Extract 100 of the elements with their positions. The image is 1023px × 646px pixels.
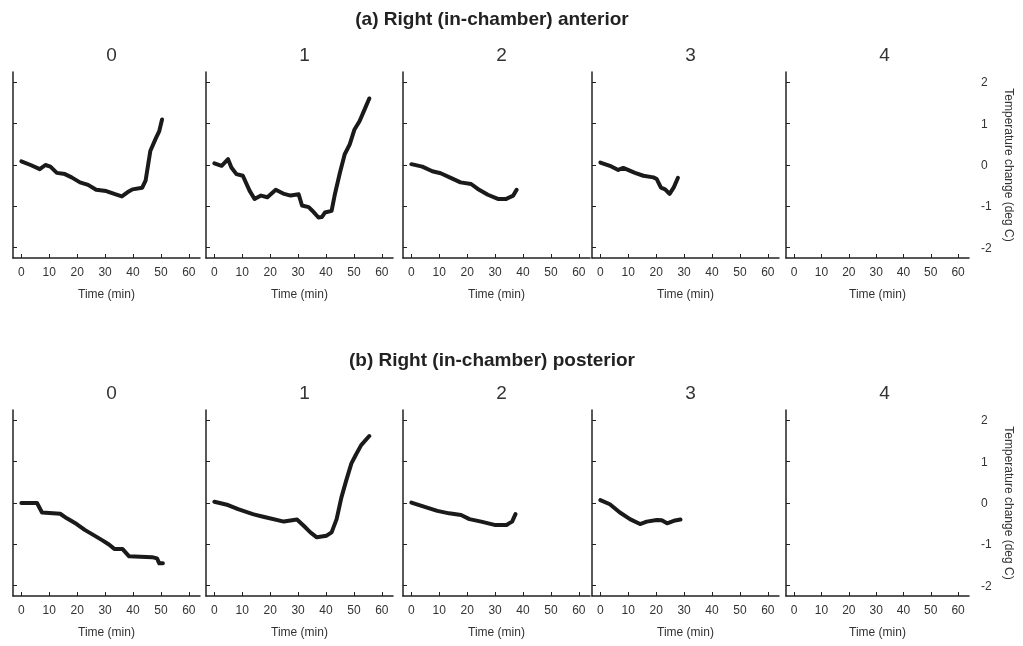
x-tick-label: 10 (432, 265, 447, 279)
x-tick-label: 40 (319, 603, 334, 617)
x-tick-label: 10 (621, 265, 636, 279)
x-tick-label: 60 (182, 265, 196, 279)
x-tick-label: 50 (154, 265, 168, 279)
y-axis-title: Temperature change (deg C) (1002, 88, 1016, 242)
y-tick-label: -1 (981, 199, 992, 214)
x-tick-label: 10 (235, 603, 250, 617)
y-tick-label: 1 (981, 116, 988, 131)
x-tick-label: 20 (460, 603, 475, 617)
x-axis-title: Time (min) (849, 287, 906, 301)
x-tick-label: 40 (126, 265, 141, 279)
x-tick-label: 0 (597, 603, 605, 617)
x-tick-label: 60 (182, 603, 196, 617)
x-tick-label: 40 (126, 603, 141, 617)
x-tick-label: 20 (263, 603, 278, 617)
y-tick-label: 0 (981, 496, 988, 510)
x-tick-label: 0 (408, 603, 416, 617)
x-tick-label: 50 (733, 603, 747, 617)
x-axis-title: Time (min) (271, 287, 328, 301)
y-tick-label: -2 (981, 240, 992, 255)
x-tick-label: 50 (544, 603, 558, 617)
x-axis-title: Time (min) (657, 287, 714, 301)
x-tick-label: 0 (18, 603, 26, 617)
x-tick-label: 20 (649, 603, 664, 617)
x-axis-title: Time (min) (657, 625, 714, 639)
x-axis-title: Time (min) (468, 287, 525, 301)
x-tick-label: 30 (488, 603, 503, 617)
text: (a) Right (in-chamber) anterior (355, 8, 629, 30)
x-tick-label: 40 (516, 265, 531, 279)
x-tick-label: 60 (572, 603, 586, 617)
x-tick-label: 0 (18, 265, 26, 279)
x-tick-label: 60 (375, 265, 389, 279)
chart-title: 3 (685, 382, 696, 403)
chart-title: 4 (879, 44, 891, 65)
x-tick-label: 50 (544, 265, 558, 279)
x-tick-label: 0 (597, 265, 605, 279)
x-tick-label: 30 (488, 265, 503, 279)
x-tick-label: 40 (319, 265, 334, 279)
y-axis-title: Temperature change (deg C) (1002, 426, 1016, 580)
chart-title: 0 (106, 382, 117, 403)
text: (b) Right (in-chamber) posterior (348, 349, 636, 371)
chart-title: 4 (879, 382, 891, 403)
chart-title: 2 (496, 44, 507, 65)
x-tick-label: 40 (705, 603, 720, 617)
x-axis-title: Time (min) (271, 625, 328, 639)
x-axis-title: Time (min) (78, 625, 135, 639)
x-tick-label: 0 (790, 265, 798, 279)
x-tick-label: 60 (951, 265, 966, 279)
x-tick-label: 10 (42, 265, 57, 279)
x-tick-label: 60 (375, 603, 389, 617)
x-tick-label: 50 (924, 603, 938, 617)
x-tick-label: 60 (761, 603, 775, 617)
y-tick-label: -2 (981, 578, 992, 593)
chart-title: 2 (496, 382, 507, 403)
x-tick-label: 60 (761, 265, 775, 279)
y-tick-label: -1 (981, 537, 992, 552)
x-tick-label: 40 (896, 603, 911, 617)
chart-title: 0 (106, 44, 117, 65)
x-tick-label: 20 (842, 603, 856, 617)
x-tick-label: 10 (814, 603, 829, 617)
y-tick-label: 0 (981, 158, 988, 172)
x-tick-label: 20 (263, 265, 278, 279)
x-axis-title: Time (min) (78, 287, 135, 301)
x-tick-label: 30 (98, 265, 113, 279)
x-tick-label: 20 (842, 265, 856, 279)
x-tick-label: 40 (896, 265, 911, 279)
x-tick-label: 50 (733, 265, 747, 279)
x-tick-label: 50 (924, 265, 938, 279)
x-tick-label: 20 (70, 603, 85, 617)
x-tick-label: 0 (408, 265, 416, 279)
x-tick-label: 20 (649, 265, 664, 279)
y-tick-label: 2 (981, 75, 988, 90)
x-tick-label: 10 (235, 265, 250, 279)
x-tick-label: 10 (814, 265, 829, 279)
x-tick-label: 10 (621, 603, 636, 617)
x-tick-label: 30 (677, 265, 692, 279)
chart-title: 1 (299, 44, 310, 65)
x-tick-label: 0 (211, 603, 219, 617)
y-tick-label: 2 (981, 413, 988, 428)
y-tick-label: 1 (981, 454, 988, 469)
x-tick-label: 20 (70, 265, 85, 279)
x-tick-label: 40 (705, 265, 720, 279)
x-tick-label: 20 (460, 265, 475, 279)
x-tick-label: 40 (516, 603, 531, 617)
x-axis-title: Time (min) (849, 625, 906, 639)
x-tick-label: 0 (211, 265, 219, 279)
x-tick-label: 10 (432, 603, 447, 617)
x-tick-label: 30 (869, 265, 884, 279)
chart-title: 3 (685, 44, 696, 65)
x-tick-label: 60 (951, 603, 966, 617)
x-tick-label: 50 (347, 603, 361, 617)
x-tick-label: 30 (677, 603, 692, 617)
x-tick-label: 50 (347, 265, 361, 279)
x-tick-label: 30 (869, 603, 884, 617)
x-tick-label: 10 (42, 603, 57, 617)
x-axis-title: Time (min) (468, 625, 525, 639)
x-tick-label: 30 (291, 603, 306, 617)
x-tick-label: 60 (572, 265, 586, 279)
x-tick-label: 30 (98, 603, 113, 617)
